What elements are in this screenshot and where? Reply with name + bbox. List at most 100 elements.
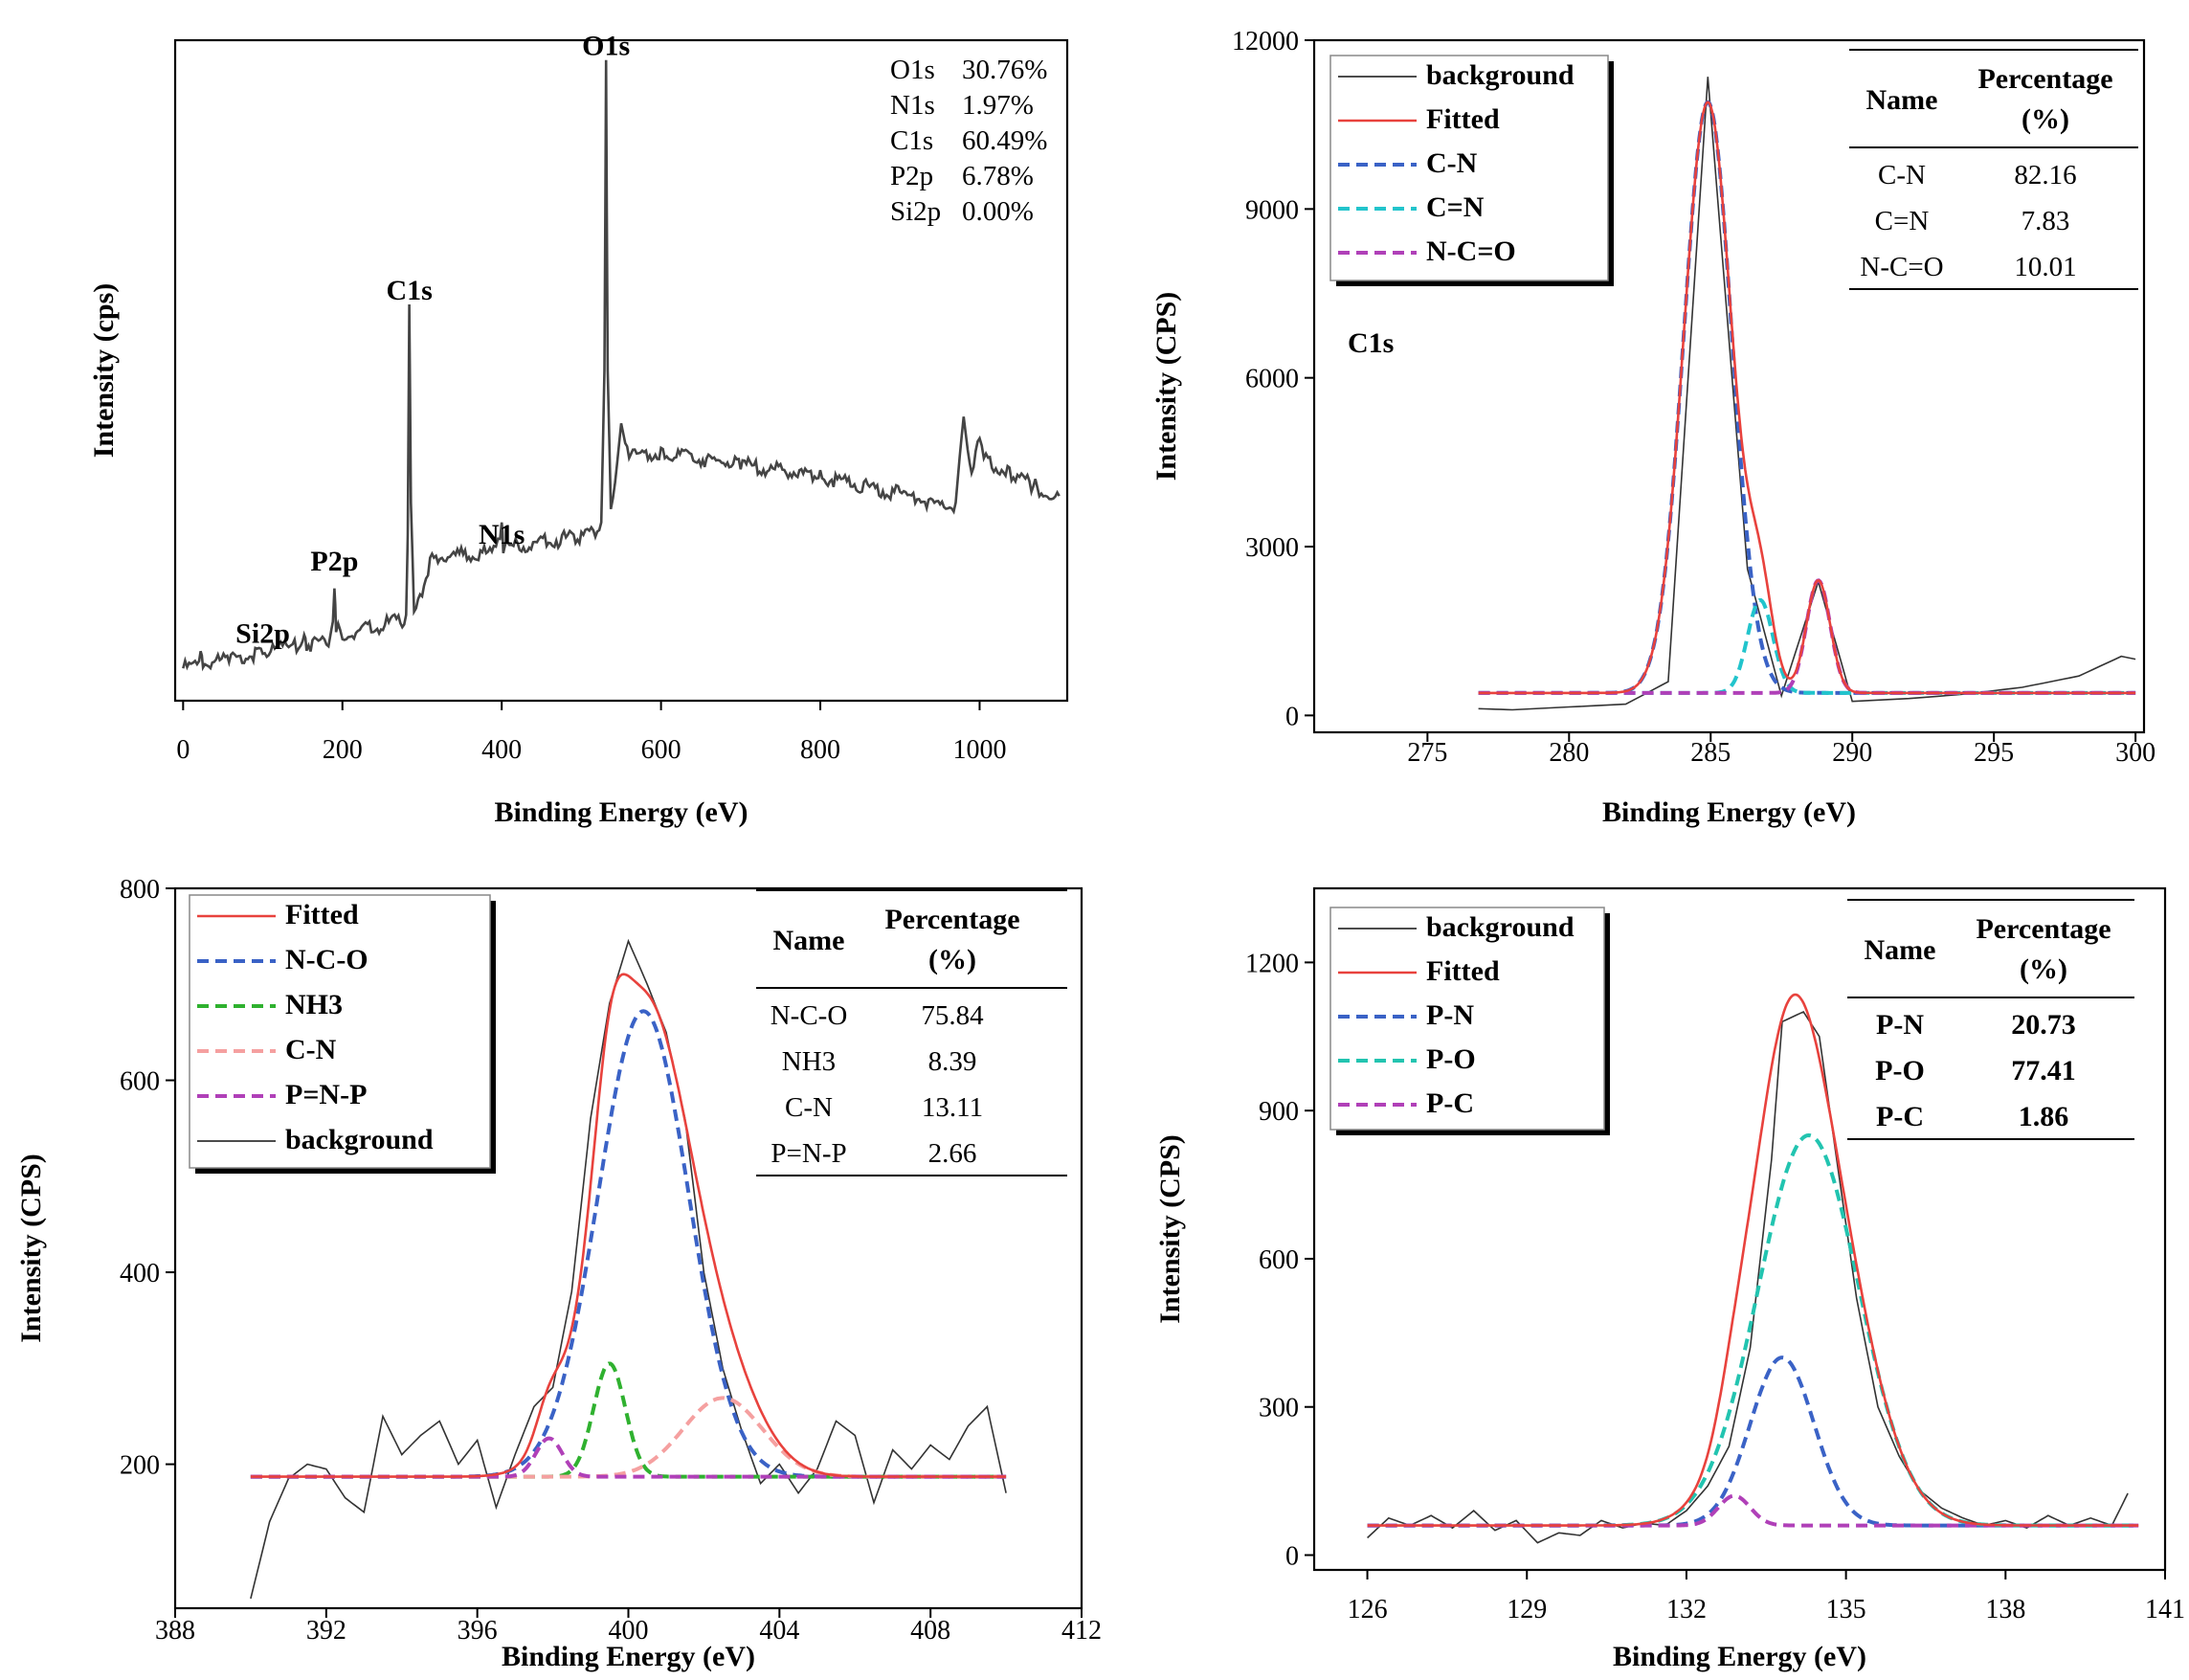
x-tick-label: 800 — [800, 735, 840, 765]
x-axis-label: Binding Energy (eV) — [494, 796, 748, 828]
y-tick-label: 800 — [120, 875, 160, 905]
y-tick-label: 600 — [1259, 1245, 1299, 1275]
legend-label: P-N — [1426, 999, 1474, 1031]
table-header-percentage: Percentage — [1977, 63, 2112, 95]
legend-label: Fitted — [1426, 955, 1500, 987]
y-tick-label: 600 — [120, 1067, 160, 1097]
x-tick-label: 396 — [458, 1616, 498, 1646]
legend-label: P-O — [1426, 1043, 1476, 1075]
y-tick-label: 300 — [1259, 1394, 1299, 1423]
y-axis-label: Intensity (CPS) — [1154, 1134, 1186, 1324]
table-cell-value: 13.11 — [922, 1092, 983, 1123]
composition-value: 60.49% — [962, 125, 1047, 156]
x-tick-label: 138 — [1985, 1595, 2025, 1624]
x-tick-label: 400 — [609, 1616, 649, 1646]
y-axis-label: Intensity (CPS) — [15, 1154, 47, 1343]
y-axis-label: Intensity (CPS) — [1150, 292, 1182, 482]
table-cell-value: 10.01 — [2014, 252, 2076, 282]
component-P-N — [1367, 1355, 2139, 1528]
x-tick-label: 280 — [1549, 738, 1589, 768]
x-tick-label: 141 — [2145, 1595, 2185, 1624]
fitted-curve — [1367, 993, 2139, 1527]
table-header-unit: (%) — [928, 944, 976, 975]
composition-value: 30.76% — [962, 55, 1047, 85]
peak-label: P2p — [310, 546, 358, 577]
plot-frame — [1312, 38, 2146, 734]
y-tick-label: 200 — [120, 1451, 160, 1481]
table-cell-value: 20.73 — [2011, 1009, 2076, 1041]
background-trace — [1478, 77, 2136, 711]
x-tick-label: 135 — [1826, 1595, 1866, 1624]
x-tick-label: 200 — [323, 735, 363, 765]
x-tick-label: 132 — [1666, 1595, 1707, 1624]
x-tick-label: 275 — [1407, 738, 1447, 768]
x-axis-label: Binding Energy (eV) — [1613, 1641, 1866, 1672]
legend-label: P=N-P — [285, 1079, 367, 1110]
table-cell-value: 75.84 — [921, 1000, 984, 1031]
table-cell-name: N-C-O — [771, 1000, 848, 1031]
component-N-C=O — [1478, 578, 2136, 695]
peak-label: O1s — [582, 31, 630, 62]
y-tick-label: 400 — [120, 1259, 160, 1288]
survey-panel: 0 200 400 600 800 1000 Binding Energy (eV) Inte… — [88, 31, 1069, 828]
survey-trace — [182, 59, 1061, 672]
fitted-curve — [1478, 101, 2136, 695]
fit-panel-N1s: 388 392 396 400 404 408 412 200 400 600 800 Binding… — [15, 875, 1102, 1672]
x-tick-label: 1000 — [952, 735, 1006, 765]
x-axis-label: Binding Energy (eV) — [502, 1641, 755, 1672]
table-header-unit: (%) — [2021, 103, 2069, 135]
table-header-name: Name — [1866, 84, 1938, 116]
legend-label: background — [1426, 59, 1575, 91]
table-cell-value: 2.66 — [928, 1138, 977, 1169]
x-tick-label: 412 — [1061, 1616, 1102, 1646]
legend-label: C-N — [1426, 147, 1478, 179]
x-tick-label: 600 — [641, 735, 681, 765]
legend-label: P-C — [1426, 1087, 1474, 1119]
y-tick-label: 12000 — [1232, 27, 1299, 56]
plot-frame — [1312, 886, 2167, 1572]
table-cell-name: P=N-P — [771, 1138, 846, 1169]
table-cell-name: N-C=O — [1860, 252, 1943, 282]
composition-element: N1s — [890, 90, 935, 121]
plot-frame — [173, 38, 1069, 703]
component-P-C — [1367, 1493, 2139, 1528]
table-header-percentage: Percentage — [884, 904, 1019, 935]
background-trace — [1367, 1010, 2129, 1544]
component-NH3 — [250, 1361, 1007, 1479]
table-cell-name: P-N — [1876, 1009, 1924, 1041]
legend-label: N-C-O — [285, 944, 369, 975]
fitted-curve — [250, 973, 1007, 1478]
x-tick-label: 392 — [306, 1616, 346, 1646]
x-tick-label: 126 — [1348, 1595, 1388, 1624]
composition-element: C1s — [890, 125, 933, 156]
table-cell-name: P-O — [1875, 1055, 1925, 1086]
table-cell-name: C=N — [1875, 206, 1930, 236]
composition-value: 1.97% — [962, 90, 1034, 121]
fit-panel-P2p: 126 129 132 135 138 141 0 300 600 900 1200 Binding … — [1154, 886, 2185, 1672]
legend-label: C=N — [1426, 191, 1485, 223]
x-tick-label: 290 — [1832, 738, 1872, 768]
table-cell-value: 7.83 — [2021, 206, 2070, 236]
y-tick-label: 9000 — [1245, 195, 1299, 225]
x-tick-label: 400 — [481, 735, 522, 765]
y-tick-label: 0 — [1285, 1542, 1299, 1572]
background-trace — [250, 938, 1007, 1600]
table-header-percentage: Percentage — [1976, 913, 2111, 945]
table-header-name: Name — [1865, 934, 1936, 966]
legend-label: N-C=O — [1426, 235, 1516, 267]
y-tick-label: 0 — [1285, 702, 1299, 731]
peak-label: Si2p — [235, 618, 290, 650]
x-axis-label: Binding Energy (eV) — [1602, 796, 1856, 828]
table-header-unit: (%) — [2020, 953, 2067, 985]
table-cell-value: 8.39 — [928, 1046, 977, 1077]
y-tick-label: 3000 — [1245, 533, 1299, 563]
composition-element: P2p — [890, 161, 933, 191]
x-tick-label: 295 — [1974, 738, 2014, 768]
legend-label: NH3 — [285, 989, 343, 1020]
legend-label: Fitted — [285, 899, 359, 930]
table-cell-name: C-N — [1878, 160, 1926, 190]
component-C-N — [250, 1396, 1007, 1479]
component-N-C-O — [250, 1009, 1007, 1479]
table-header-name: Name — [773, 925, 845, 956]
y-tick-label: 6000 — [1245, 365, 1299, 394]
